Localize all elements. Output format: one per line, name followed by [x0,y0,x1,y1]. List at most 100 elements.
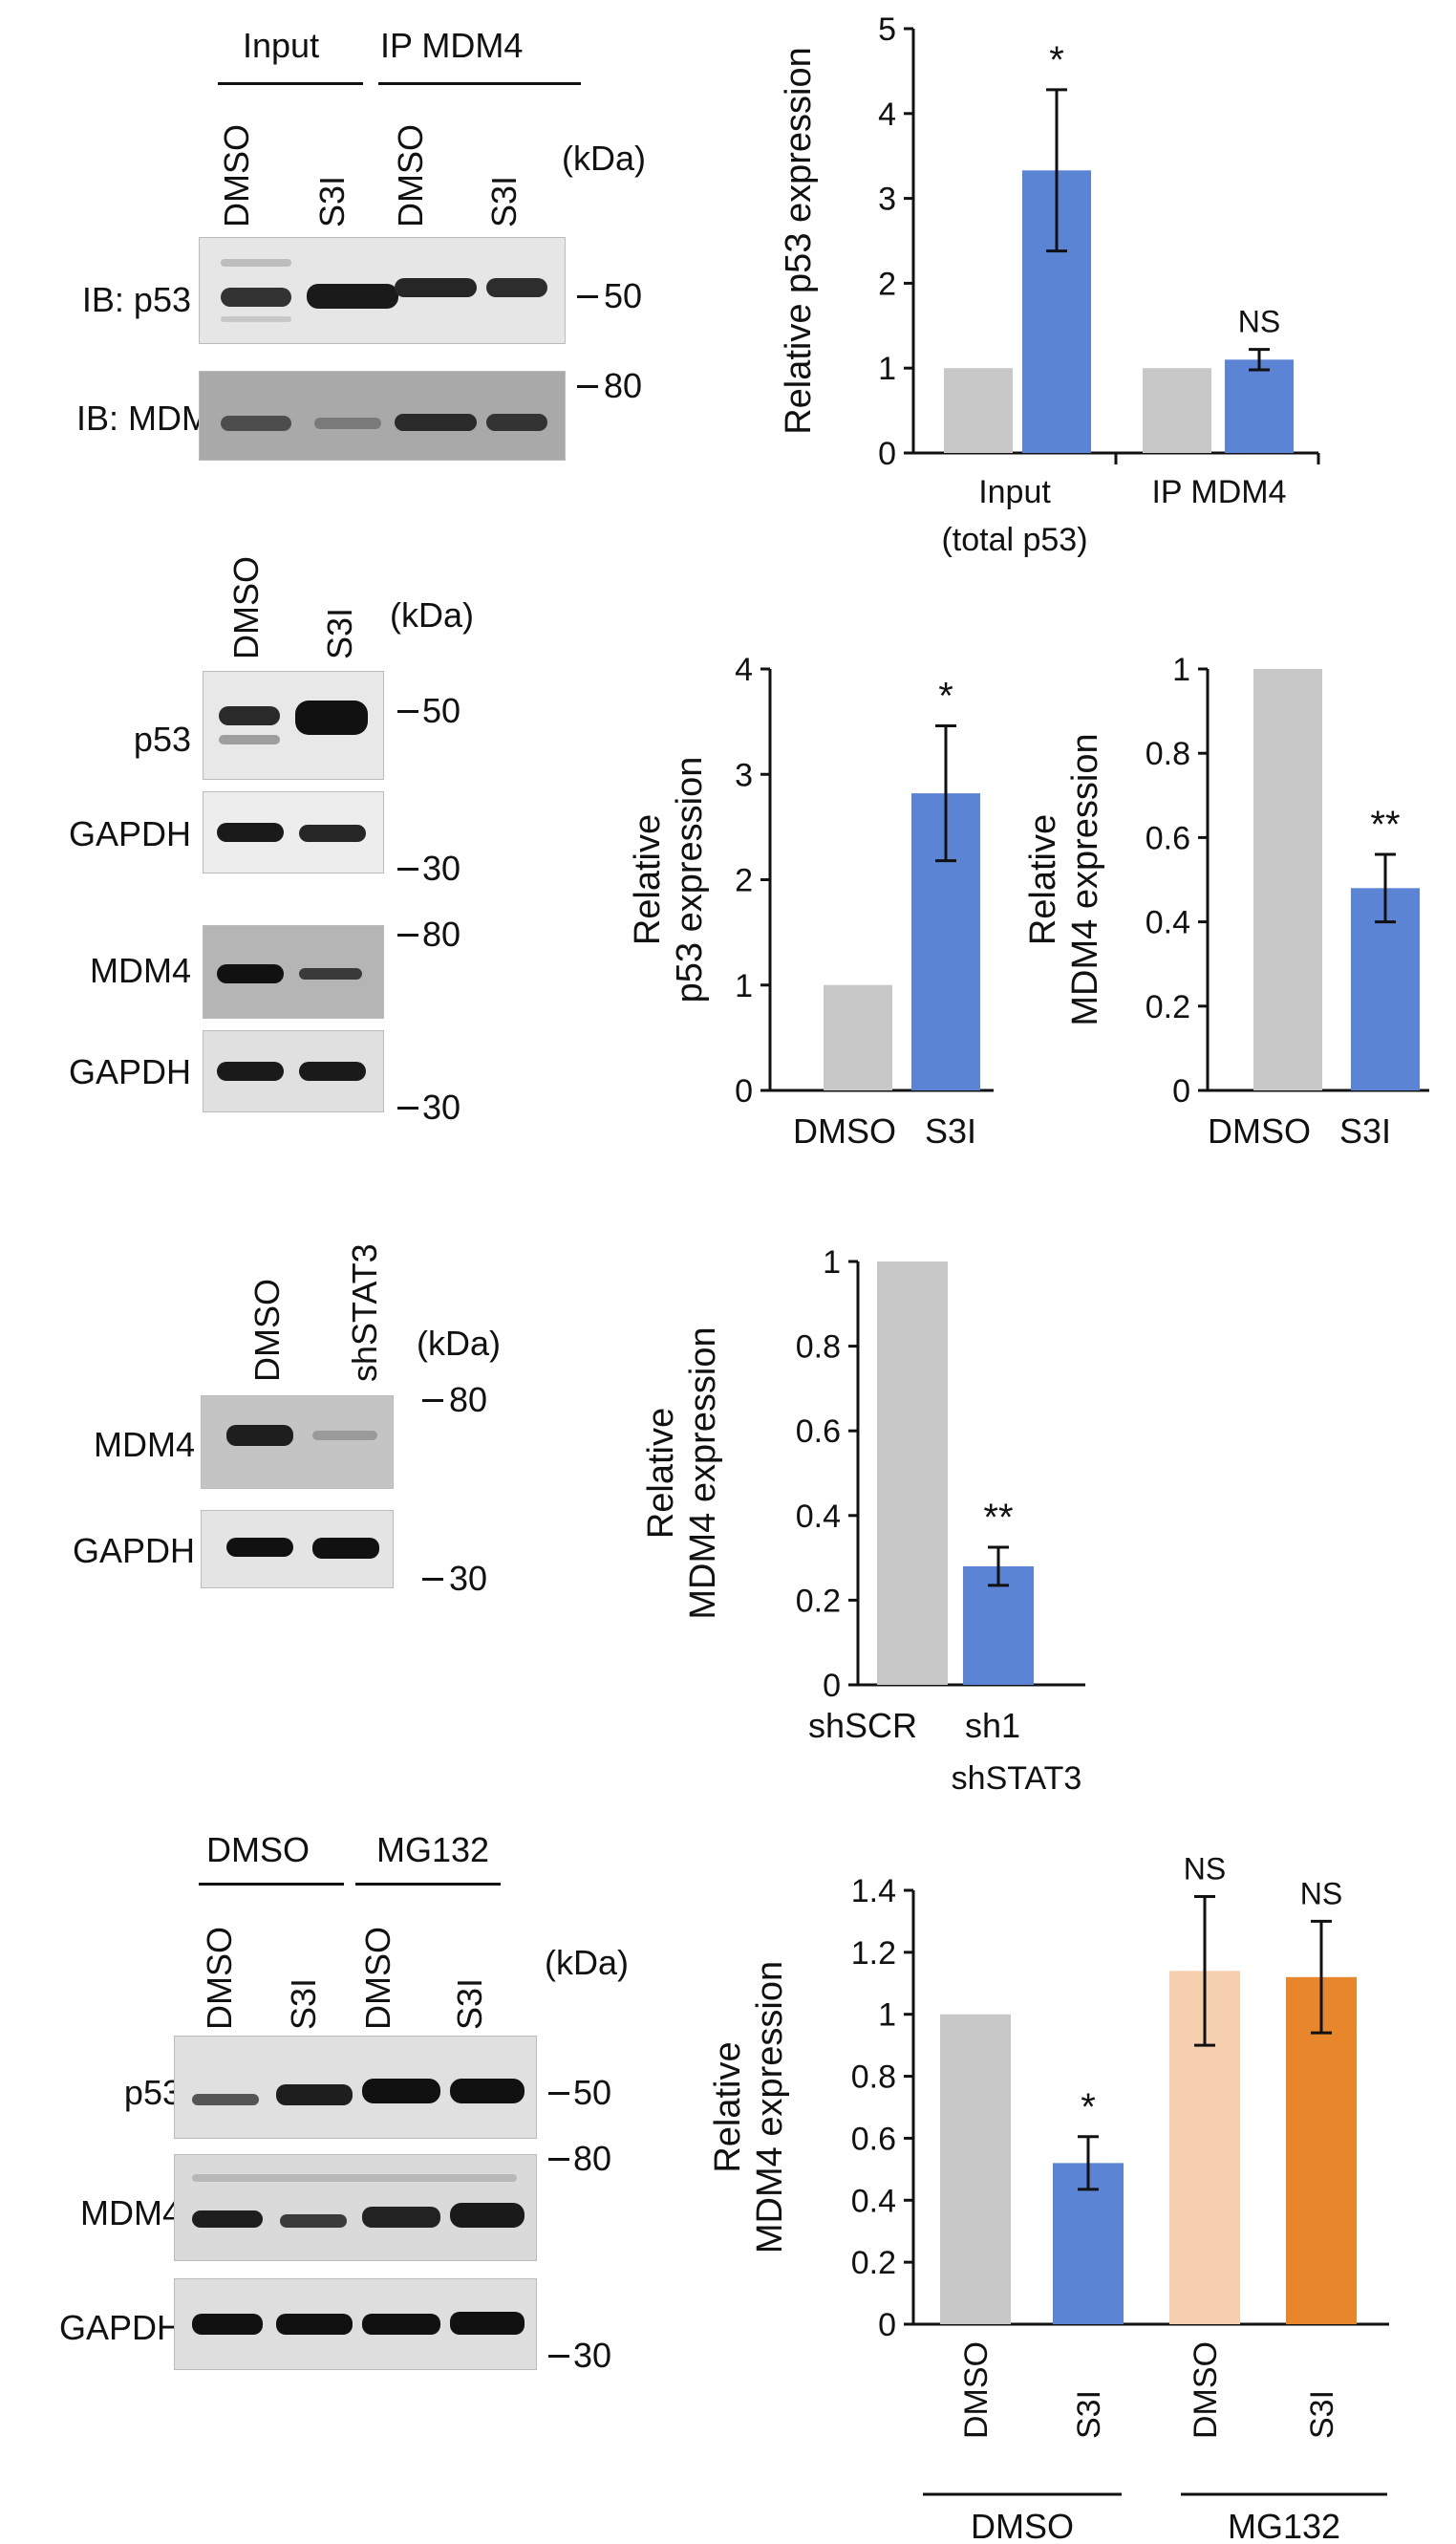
lane-label: S3I [450,1977,489,2030]
group-label-input: Input [243,26,320,65]
row-label: IB: p53 [81,280,191,319]
band [221,316,291,322]
lane-label: DMSO [200,1927,239,2030]
blot-image-gapdh [203,1030,384,1112]
marker-tick [397,868,418,871]
bar [963,1565,1034,1685]
axis-label: MDM4 expression [750,1961,790,2253]
y-tick-label: 1 [1172,652,1190,688]
row-label: IB: MDM4 [75,399,229,438]
y-tick-label: 4 [878,97,896,133]
x-group-label: DMSO [971,2507,1074,2544]
marker-tick [422,1578,443,1581]
row-label: GAPDH [68,814,191,853]
marker-label: 80 [573,2139,612,2178]
y-tick-label: 0 [823,1668,841,1704]
x-tick-label: sh1 [965,1706,1020,1745]
bar [1053,2163,1124,2324]
lane-label: shSTAT3 [345,1243,384,1382]
row-label: GAPDH [72,1531,195,1570]
y-tick-label: 0.2 [1146,989,1190,1025]
blot-image-p53 [199,237,566,344]
band [276,2084,353,2105]
lane-label: DMSO [217,124,256,227]
y-tick-label: 1 [735,968,753,1004]
row-label: MDM4 [94,1425,195,1464]
y-tick-label: 3 [735,757,753,793]
marker-tick [548,2092,569,2095]
blot-image-gapdh [174,2278,537,2370]
marker-label: 30 [573,2336,612,2375]
row-label: p53 [123,2073,182,2112]
band [226,1425,293,1446]
lane-label: DMSO [247,1279,287,1382]
band [217,964,284,983]
band [299,1062,366,1081]
y-tick-label: 0.6 [1146,820,1190,856]
significance-label: * [938,676,953,718]
bar [944,368,1013,453]
y-tick-label: 0 [735,1073,753,1110]
x-group-label: MG132 [1228,2507,1340,2544]
bar [911,793,980,1090]
row-label: GAPDH [58,2308,182,2347]
band [299,968,362,980]
blot-image-gapdh [201,1510,394,1588]
y-tick-label: 0 [878,2307,896,2343]
band [312,1431,377,1440]
blot-image-gapdh [203,791,384,873]
blot-image-mdm4 [203,925,384,1019]
y-tick-label: 4 [735,652,753,688]
y-tick-label: 1 [878,351,896,387]
band [219,706,280,725]
y-tick-label: 0.4 [851,2183,896,2219]
y-tick-label: 0.2 [796,1583,841,1619]
marker-tick [422,1399,443,1402]
band [219,735,280,744]
marker-tick [397,1107,418,1110]
group-label-mg132: MG132 [376,1830,490,1869]
blot-image-mdm4 [201,1395,394,1489]
y-tick-label: 0 [878,436,896,472]
lane-label: S3I [284,1977,323,2030]
x-tick-label: S3I [1304,2390,1340,2439]
significance-label: * [1081,2086,1096,2128]
x-tick-label: S3I [925,1111,976,1151]
band [217,1062,284,1081]
band [486,278,547,297]
group-underline-input [218,82,363,85]
significance-label: ** [1370,804,1400,846]
lane-label: S3I [320,607,359,659]
band [450,2312,525,2335]
marker-tick [548,2158,569,2161]
bar [1253,669,1322,1090]
band [192,2210,263,2228]
band [395,278,477,297]
y-tick-label: 3 [878,182,896,218]
band [226,1538,293,1557]
y-tick-label: 0.8 [851,2059,896,2096]
row-label: GAPDH [68,1052,191,1091]
lane-label: DMSO [358,1927,397,2030]
kda-label: (kDa) [417,1324,501,1363]
band [395,414,477,431]
x-tick-label: (total p53) [941,522,1087,558]
axis-label: Relative [1023,814,1063,945]
lane-label: S3I [312,175,352,227]
band [299,825,366,842]
bar [1022,170,1091,453]
bar [1351,888,1420,1090]
x-tick-label: DMSO [1188,2341,1224,2439]
group-label-ip-mdm4: IP MDM4 [380,26,524,65]
y-tick-label: 1.4 [851,1873,896,1909]
marker-label: 50 [422,691,461,730]
kda-label: (kDa) [562,139,646,178]
y-tick-label: 0.6 [796,1413,841,1450]
y-tick-label: 0.2 [851,2245,896,2281]
marker-label: 80 [449,1380,488,1419]
significance-label: * [1049,39,1064,81]
significance-label: NS [1300,1876,1342,1910]
group-underline-mg132 [355,1883,501,1886]
axis-label: Relative [641,1408,681,1539]
marker-label: 50 [604,276,643,315]
